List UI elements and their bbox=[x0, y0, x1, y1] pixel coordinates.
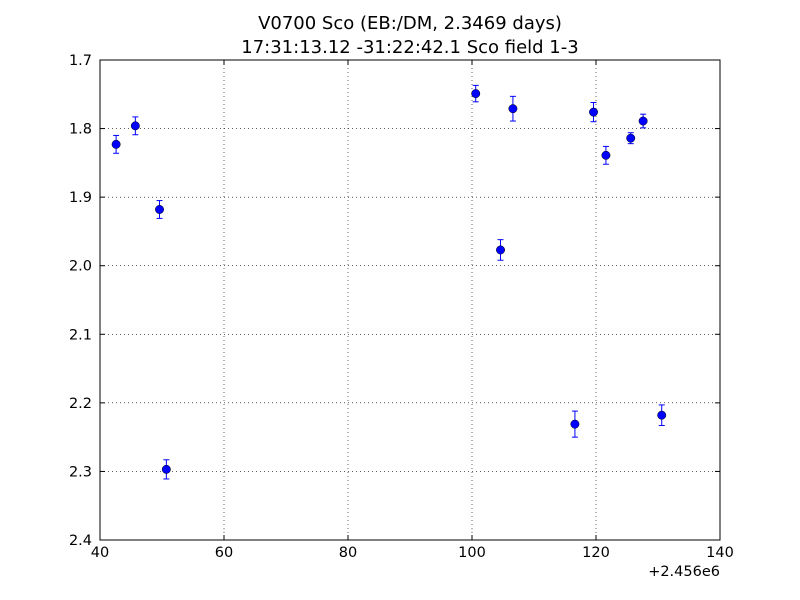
x-tick-label: 100 bbox=[458, 545, 486, 561]
y-tick-label: 2.1 bbox=[69, 327, 92, 343]
data-point bbox=[657, 404, 667, 426]
data-points bbox=[111, 84, 667, 480]
grid-lines bbox=[100, 60, 720, 540]
point-marker bbox=[496, 245, 505, 255]
data-point bbox=[601, 145, 611, 165]
x-tick-label: 40 bbox=[91, 545, 109, 561]
data-point bbox=[570, 410, 580, 438]
point-marker bbox=[471, 89, 481, 99]
x-tick-label: 80 bbox=[339, 545, 357, 561]
point-marker bbox=[657, 410, 667, 420]
data-point bbox=[161, 459, 171, 480]
data-point bbox=[130, 116, 140, 136]
point-marker bbox=[130, 121, 140, 131]
x-tick-label: 120 bbox=[582, 545, 610, 561]
data-point bbox=[626, 132, 636, 145]
data-point bbox=[589, 102, 598, 123]
point-marker bbox=[626, 133, 636, 143]
y-tick-label: 1.9 bbox=[69, 190, 92, 206]
x-axis: 40 60 80 100 120 140 bbox=[91, 60, 734, 561]
point-marker bbox=[638, 116, 648, 126]
y-tick-label: 2.3 bbox=[69, 464, 92, 480]
point-marker bbox=[111, 139, 121, 149]
y-tick-label: 2.4 bbox=[69, 533, 92, 549]
point-marker bbox=[161, 464, 171, 474]
data-point bbox=[638, 113, 648, 129]
y-tick-label: 1.8 bbox=[69, 122, 92, 138]
chart-title: V0700 Sco (EB:/DM, 2.3469 days) bbox=[258, 13, 562, 34]
y-tick-label: 2.2 bbox=[69, 396, 92, 412]
chart-subtitle: 17:31:13.12 -31:22:42.1 Sco field 1-3 bbox=[241, 37, 578, 58]
point-marker bbox=[601, 150, 611, 160]
y-axis: 1.7 1.8 1.9 2.0 2.1 2.2 2.3 2.4 bbox=[69, 53, 720, 549]
y-tick-label: 2.0 bbox=[69, 259, 92, 275]
point-marker bbox=[589, 107, 598, 117]
x-tick-label: 140 bbox=[706, 545, 734, 561]
data-point bbox=[471, 84, 481, 103]
x-tick-label: 60 bbox=[215, 545, 233, 561]
data-point bbox=[111, 134, 121, 154]
point-marker bbox=[508, 104, 518, 114]
data-point bbox=[508, 95, 518, 122]
point-marker bbox=[570, 419, 580, 429]
point-marker bbox=[155, 205, 164, 214]
data-point bbox=[155, 200, 164, 219]
y-tick-label: 1.7 bbox=[69, 53, 92, 69]
plot-frame bbox=[99, 59, 721, 541]
x-offset-label: +2.456e6 bbox=[648, 564, 720, 580]
data-point bbox=[496, 239, 505, 261]
